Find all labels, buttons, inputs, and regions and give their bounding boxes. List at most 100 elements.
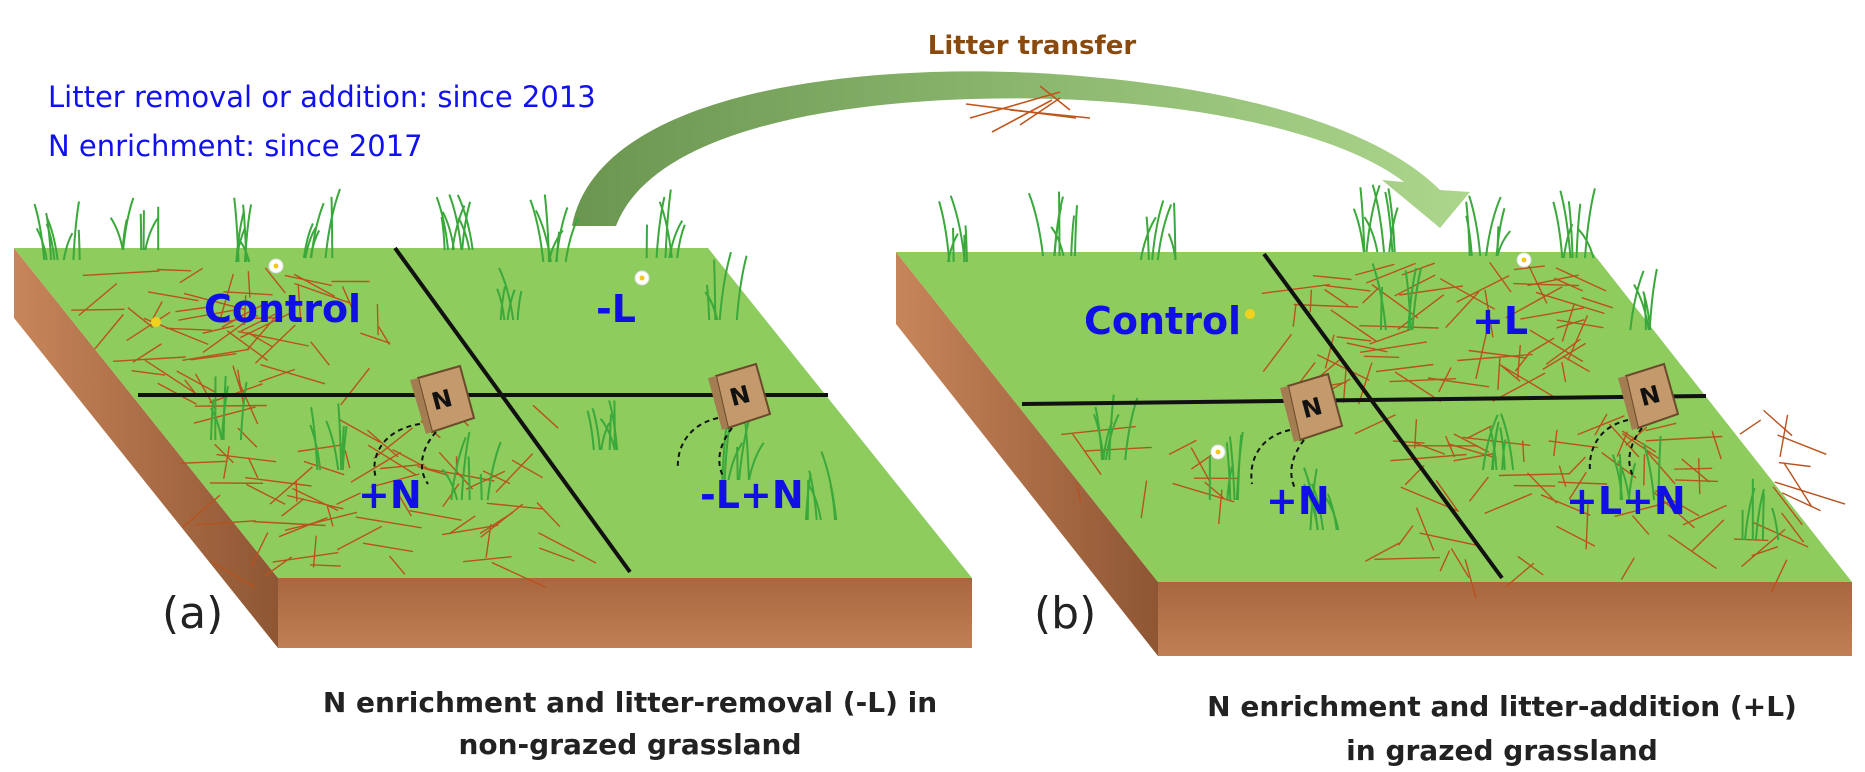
panel-b-caption-line1: N enrichment and litter-addition (+L) (1207, 690, 1797, 723)
litter-strand (336, 525, 383, 551)
litter-strand (226, 330, 269, 362)
grass-blade (586, 410, 595, 451)
litter-strand (245, 476, 312, 487)
panel-a-caption-line1: N enrichment and litter-removal (-L) in (323, 686, 937, 719)
litter-strand (1535, 291, 1605, 315)
grass-blade (1104, 413, 1120, 461)
grass-blade (1407, 267, 1418, 331)
litter-strand (350, 451, 402, 483)
panel-a-divider-diagonal (393, 246, 632, 574)
grass-blade (479, 473, 483, 501)
grass-blade (1156, 204, 1173, 261)
litter-strand (1498, 473, 1570, 477)
grass-blade (499, 286, 506, 321)
litter-strand (1324, 288, 1349, 307)
grass-blade (964, 225, 968, 263)
litter-strand (1342, 368, 1347, 403)
litter-strand (1681, 458, 1710, 483)
grass-blade (72, 201, 80, 261)
litter-strand (1682, 504, 1727, 526)
grass-blade (45, 212, 52, 261)
grass-blade (122, 197, 135, 251)
litter-strand (1577, 415, 1625, 436)
litter-strand (1505, 286, 1563, 319)
litter-strand (295, 480, 298, 502)
litter-strand (338, 418, 381, 444)
grass-blade (1363, 216, 1379, 253)
litter-strand (1674, 467, 1713, 470)
grass-blade (1145, 216, 1150, 261)
litter-strand (536, 502, 561, 528)
grass-blade (506, 289, 516, 321)
grass-blade (1648, 268, 1658, 331)
litter-strand (175, 306, 209, 313)
litter-strand (223, 291, 273, 296)
litter-strand (312, 535, 317, 568)
grass-blade (302, 222, 314, 259)
litter-strand (202, 325, 235, 334)
litter-strand (1556, 319, 1604, 329)
grass-blade (1027, 192, 1044, 257)
grass-blade (547, 229, 564, 263)
litter-strand (1330, 309, 1377, 343)
grass-blade (77, 229, 81, 261)
litter-strand (1262, 333, 1293, 373)
grass-blade (310, 202, 325, 259)
grass-blade (1495, 207, 1506, 257)
litter-strand (1527, 337, 1555, 355)
litter-strand (1462, 436, 1531, 446)
litter-strand (1456, 274, 1510, 303)
litter-strand (1781, 492, 1821, 512)
litter-strand (240, 313, 276, 332)
grass-blade (664, 189, 672, 259)
flower-icon (1245, 309, 1255, 319)
litter-strand (1369, 328, 1412, 345)
litter-strand (243, 295, 247, 326)
panel-a-plot-block: N N (14, 188, 972, 648)
litter-strand (1770, 559, 1788, 593)
litter-strand (1763, 409, 1793, 437)
grass-blade (337, 403, 343, 471)
litter-strand (355, 516, 422, 529)
litter-strand (71, 308, 125, 311)
grass-blade (220, 385, 230, 441)
litter-strand (340, 367, 371, 406)
litter-strand (1781, 512, 1805, 543)
litter-strand (1517, 344, 1521, 378)
litter-strand (1652, 490, 1695, 529)
grass-blade (1384, 191, 1394, 253)
litter-strand (1190, 452, 1216, 470)
panel-a-control-label: Control (204, 287, 361, 331)
litter-strand (179, 267, 203, 284)
grass-blade (325, 420, 340, 471)
litter-strand (1568, 471, 1587, 500)
grass-blade (1761, 493, 1765, 541)
litter-strand (247, 457, 259, 479)
litter-strand (1439, 550, 1451, 572)
litter-strand (1711, 430, 1722, 460)
grass-blade (496, 288, 506, 321)
litter-strand (1540, 494, 1591, 516)
litter-strand (388, 555, 406, 575)
litter-strand (223, 445, 230, 479)
fertilizer-bag-icon: N (676, 362, 772, 479)
litter-strand (1752, 521, 1809, 548)
grass-blade (1489, 427, 1498, 471)
litter-strand (532, 404, 559, 429)
litter-strand (1668, 534, 1717, 570)
grass-blade (727, 442, 744, 481)
litter-strand (1397, 294, 1445, 331)
litter-strand (341, 286, 356, 315)
litter-strand (284, 274, 333, 287)
litter-strand (1190, 447, 1212, 484)
litter-strand (144, 359, 196, 394)
litter-strand (465, 470, 506, 490)
litter-strand (1453, 452, 1495, 462)
litter-strand (1365, 262, 1416, 284)
litter-strand (292, 487, 339, 512)
litter-strand (1450, 548, 1470, 578)
litter-strand (272, 551, 339, 563)
litter-strand (538, 547, 575, 562)
grass-blade (608, 400, 619, 451)
grass-blade (1050, 226, 1065, 257)
